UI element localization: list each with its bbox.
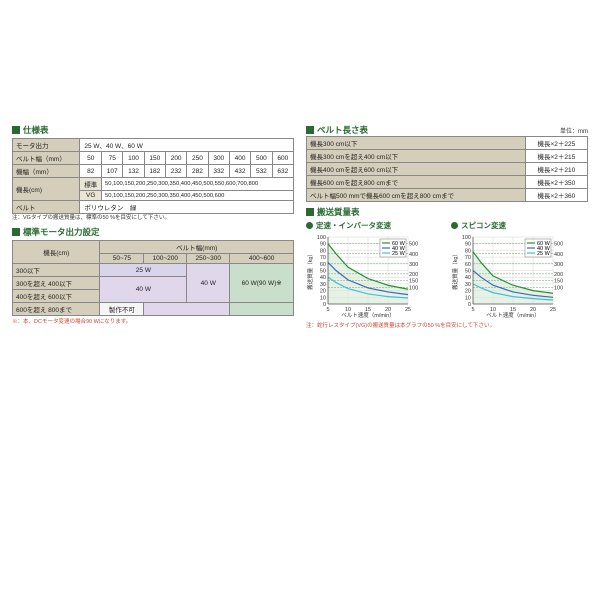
- svg-text:25: 25: [405, 307, 411, 313]
- svg-text:20: 20: [320, 289, 326, 295]
- svg-text:400: 400: [409, 252, 418, 258]
- chart-1: 0102030405060708090100510152025500400300…: [306, 233, 426, 318]
- svg-text:40: 40: [465, 275, 471, 281]
- svg-text:50: 50: [320, 269, 326, 275]
- svg-text:50: 50: [465, 269, 471, 275]
- chart-2: 0102030405060708090100510152025500400300…: [451, 233, 571, 318]
- svg-text:500: 500: [409, 242, 418, 248]
- svg-text:90: 90: [465, 242, 471, 248]
- svg-text:90: 90: [320, 242, 326, 248]
- svg-text:300: 300: [554, 262, 563, 268]
- svg-text:25 W: 25 W: [392, 251, 406, 257]
- svg-text:10: 10: [320, 295, 326, 301]
- belt-len-table: 機長300 cm以下機長×2＋225機長300 cmを超え400 cm以下機長×…: [306, 136, 588, 202]
- svg-text:200: 200: [409, 272, 418, 278]
- svg-text:200: 200: [554, 272, 563, 278]
- svg-text:60: 60: [320, 262, 326, 268]
- motor-title: 標準モータ出力設定: [12, 226, 294, 238]
- motor-table: 機長(cm) ベルト幅(mm) 50~75100~200250~300400~6…: [12, 240, 294, 316]
- svg-text:60: 60: [465, 262, 471, 268]
- motor-note: ※：本、DCモータ変速の場合90 Wになります。: [12, 317, 294, 325]
- svg-text:20: 20: [465, 289, 471, 295]
- spec-table: モータ出力25 W、40 W、60 W ベルト幅（mm）507510015020…: [12, 138, 294, 214]
- beltlen-unit: 単位：mm: [560, 126, 588, 135]
- svg-text:300: 300: [409, 262, 418, 268]
- svg-text:100: 100: [317, 235, 326, 241]
- svg-text:70: 70: [465, 255, 471, 261]
- chart2-title: スピコン変速: [451, 220, 588, 231]
- svg-text:150: 150: [409, 279, 418, 285]
- svg-text:80: 80: [465, 248, 471, 254]
- svg-text:500: 500: [554, 242, 563, 248]
- chart1-title: 定速・インバータ変速: [306, 220, 443, 231]
- svg-text:30: 30: [465, 282, 471, 288]
- svg-text:400: 400: [554, 252, 563, 258]
- svg-text:40: 40: [320, 275, 326, 281]
- svg-text:搬送質量（kg）: 搬送質量（kg）: [306, 251, 314, 290]
- svg-text:150: 150: [554, 279, 563, 285]
- svg-text:5: 5: [326, 307, 329, 313]
- svg-text:5: 5: [471, 307, 474, 313]
- svg-text:100: 100: [462, 235, 471, 241]
- chart-note: 注：蛇行レスタイプ(VG)の搬送質量は本グラフの50 %を目安にして下さい。: [306, 321, 588, 329]
- svg-text:25 W: 25 W: [537, 251, 551, 257]
- svg-text:10: 10: [465, 295, 471, 301]
- svg-text:100: 100: [409, 285, 418, 291]
- svg-text:100: 100: [554, 285, 563, 291]
- spec-note: 注：VGタイプの搬送質量は、標準の50 %を目安にして下さい。: [12, 215, 294, 222]
- beltlen-title: ベルト長さ表: [306, 124, 368, 136]
- svg-text:25: 25: [550, 307, 556, 313]
- svg-text:搬送質量（kg）: 搬送質量（kg）: [451, 251, 459, 290]
- spec-title: 仕様表: [12, 124, 294, 136]
- capacity-title: 搬送質量表: [306, 206, 588, 218]
- svg-text:70: 70: [320, 255, 326, 261]
- svg-text:ベルト速度（m/min）: ベルト速度（m/min）: [486, 311, 539, 318]
- svg-text:30: 30: [320, 282, 326, 288]
- svg-text:ベルト速度（m/min）: ベルト速度（m/min）: [341, 311, 394, 318]
- svg-text:80: 80: [320, 248, 326, 254]
